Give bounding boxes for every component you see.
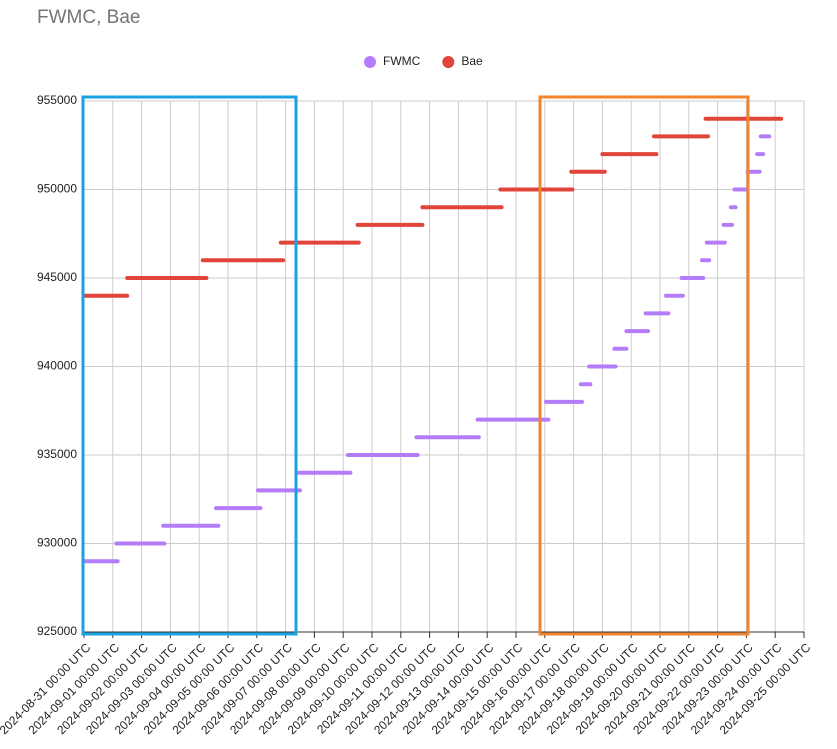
y-tick-label: 940000: [37, 359, 77, 373]
y-tick-label: 925000: [37, 624, 77, 638]
y-tick-label: 950000: [37, 182, 77, 196]
legend-label: FWMC: [383, 54, 421, 68]
legend-marker: [364, 56, 376, 68]
chart-title: FWMC, Bae: [37, 7, 140, 28]
y-tick-label: 935000: [37, 447, 77, 461]
highlight-box: [81, 95, 298, 636]
legend-marker: [442, 56, 455, 68]
y-tick-label: 930000: [37, 536, 77, 550]
legend-label: Bae: [461, 54, 483, 68]
y-tick-label: 955000: [37, 93, 77, 107]
marks: [82, 116, 784, 564]
highlight-box: [538, 95, 750, 636]
grid: 925000 930000 935000 940000 945000 950000 9550…: [0, 93, 814, 737]
y-tick-label: 945000: [37, 270, 77, 284]
